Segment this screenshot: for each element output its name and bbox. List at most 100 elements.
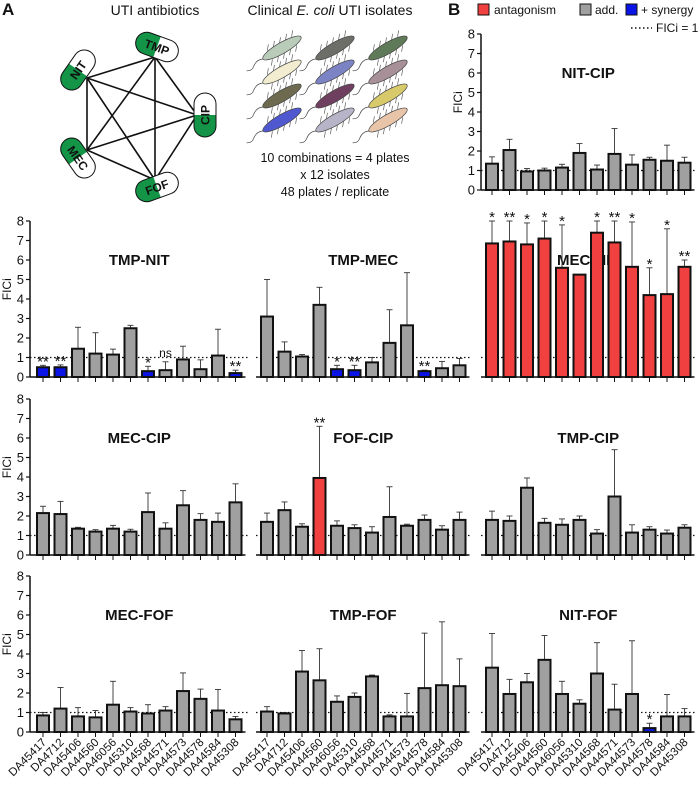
bar xyxy=(400,524,414,556)
y-tick-label: 2 xyxy=(468,144,475,159)
bar xyxy=(193,368,208,379)
bacterium-icon xyxy=(352,78,408,120)
plate-line-3: 48 plates / replicate xyxy=(281,185,389,199)
panel-title: TMP-MEC xyxy=(328,252,398,269)
flagellum-tail xyxy=(299,106,316,120)
flagellum xyxy=(324,107,326,114)
significance-label: ** xyxy=(230,358,242,375)
antibiotic-network-diagram: TMP NIT CIP MEC FOF xyxy=(56,29,217,205)
bacterium-body xyxy=(262,83,302,109)
flagellum xyxy=(401,93,403,100)
bar xyxy=(176,358,190,379)
flagellum xyxy=(295,45,297,52)
flagellum xyxy=(373,68,375,75)
flagellum xyxy=(326,112,328,120)
y-tick-label: 5 xyxy=(17,450,24,465)
panel-nit-fof: NIT-FOFDA45417DA4712DA45406DA44560DA4605… xyxy=(456,607,697,779)
bar xyxy=(277,712,292,733)
bacterium-icon xyxy=(299,78,355,120)
flagellum xyxy=(273,112,275,120)
significance-label: * xyxy=(334,353,340,370)
y-axis-label: FICi xyxy=(0,278,14,300)
flagellum xyxy=(277,55,279,63)
flagellum xyxy=(277,127,279,135)
combination-line xyxy=(86,77,156,181)
y-tick-label: 4 xyxy=(17,647,24,662)
bacterium-icon xyxy=(246,78,302,120)
significance-label: * xyxy=(542,209,548,226)
flagellum xyxy=(285,81,287,89)
flagellum xyxy=(395,96,397,104)
bacterium-body xyxy=(315,107,355,133)
pill-half xyxy=(132,176,161,205)
y-tick-label: 7 xyxy=(17,411,24,426)
bacterium-icon xyxy=(299,54,355,96)
bar xyxy=(382,341,397,378)
flagellum xyxy=(338,57,340,65)
flagellum xyxy=(273,64,275,72)
bar xyxy=(382,715,397,734)
flagellum xyxy=(373,116,375,123)
y-tick-label: 3 xyxy=(17,489,24,504)
flagellum xyxy=(285,105,287,113)
flagellum xyxy=(320,68,322,75)
flagellum xyxy=(344,78,346,85)
pill-outline xyxy=(193,92,217,138)
panel-tmp-cip: TMP-CIP xyxy=(481,430,697,560)
bar xyxy=(660,159,674,191)
pill-half xyxy=(194,115,216,137)
flagellum xyxy=(383,127,385,135)
y-tick-label: 8 xyxy=(17,214,24,229)
flagellum xyxy=(391,81,393,89)
panel-mec-fof: 012345678FICiMEC-FOFDA45417DA4712DA45406… xyxy=(0,569,248,779)
pill-outline xyxy=(135,31,179,63)
panel-title: TMP-FOF xyxy=(330,607,397,624)
y-axis-label: FICi xyxy=(0,633,14,655)
bar xyxy=(312,679,327,734)
bar xyxy=(590,672,604,733)
bar xyxy=(660,715,674,734)
legend-swatch-antagonism xyxy=(477,3,490,16)
combination-line xyxy=(154,114,198,181)
pill-outline xyxy=(60,137,96,179)
bar xyxy=(260,315,274,378)
flagellum xyxy=(377,131,379,138)
bar xyxy=(625,265,639,379)
bar xyxy=(520,170,534,192)
bar xyxy=(572,151,587,191)
panel-title: FOF-CIP xyxy=(333,430,393,447)
bar xyxy=(452,685,467,733)
flagellum xyxy=(395,120,397,128)
combination-line xyxy=(86,56,156,151)
bacterium-body xyxy=(262,35,302,61)
plate-line-2: x 12 isolates xyxy=(300,168,369,182)
y-tick-label: 2 xyxy=(17,331,24,346)
flagellum xyxy=(344,102,346,109)
y-tick-label: 0 xyxy=(468,183,475,198)
bar xyxy=(228,501,243,557)
bar xyxy=(677,265,692,379)
flagellum xyxy=(391,33,393,41)
bar xyxy=(572,702,587,733)
significance-label: ** xyxy=(37,353,49,370)
flagellum-tail xyxy=(246,130,263,144)
panel-mec-cip: 0 1 2 3 4 5 6 7 8 FICi MEC-CIP xyxy=(0,392,248,563)
flagellum xyxy=(397,54,399,61)
combination-line xyxy=(86,149,156,181)
flagellum xyxy=(377,107,379,114)
flagellum xyxy=(324,83,326,90)
bacterium-body xyxy=(315,35,355,61)
bar xyxy=(211,520,225,556)
y-tick-label: 6 xyxy=(17,608,24,623)
bar xyxy=(572,518,587,557)
bar xyxy=(295,525,309,556)
combination-line xyxy=(86,114,198,151)
y-axis-label: FICi xyxy=(0,456,14,478)
flagellum xyxy=(273,40,275,48)
flagellum xyxy=(373,92,375,99)
bar xyxy=(123,327,138,378)
flagellum xyxy=(383,79,385,87)
flagellum xyxy=(267,44,269,51)
bar xyxy=(158,527,173,556)
